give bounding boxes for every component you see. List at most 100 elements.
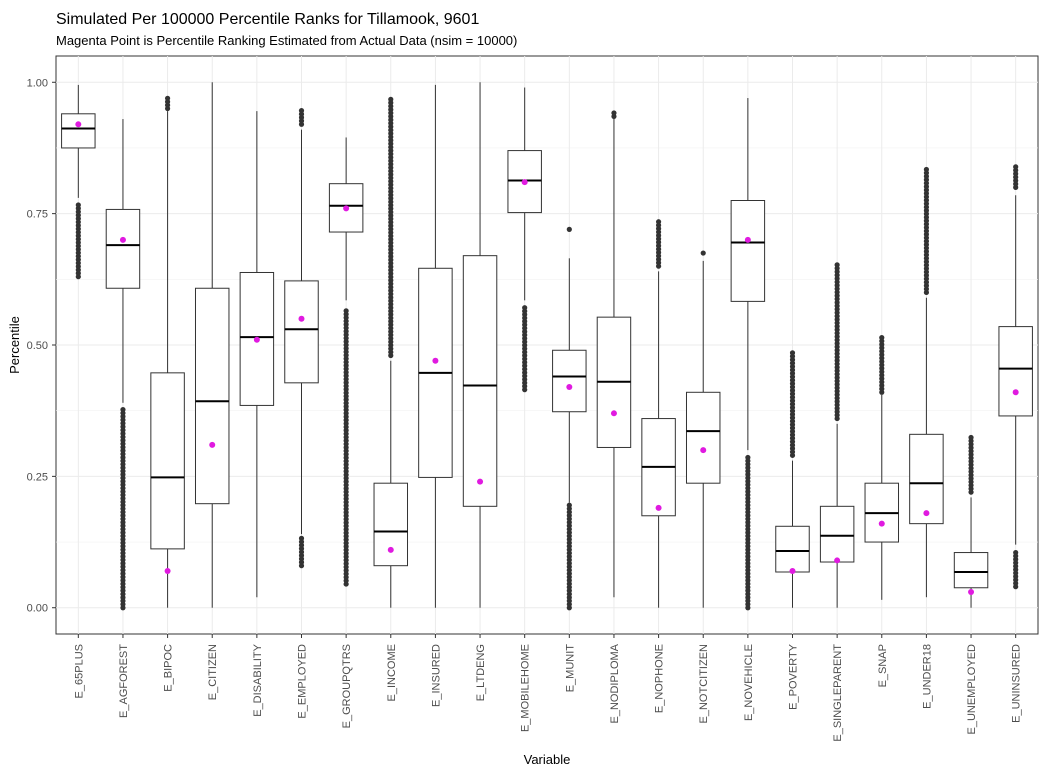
- outlier-point-high: [700, 250, 706, 256]
- box-e_groupqtrs: [328, 137, 364, 587]
- y-tick-label: 1.00: [27, 77, 48, 89]
- actual-point: [968, 588, 975, 595]
- box-body: [730, 200, 766, 302]
- y-tick-label: 0.75: [27, 209, 48, 221]
- axis-layer: 0.00 0.25 0.50 0.75 1.00 E_65PLUS E_AGFOREST E_…: [27, 77, 1023, 741]
- outlier-point-high: [164, 95, 171, 101]
- x-tick-label: E_LTDENG: [475, 644, 487, 701]
- box-e_employed: [284, 108, 319, 569]
- x-tick-label: E_NOVEHICLE: [743, 644, 755, 721]
- outlier-point-high: [655, 219, 662, 225]
- outlier-point-high: [834, 262, 840, 268]
- box-body: [998, 326, 1033, 417]
- actual-point: [253, 336, 260, 343]
- x-tick-label: E_MOBILEHOME: [520, 644, 532, 732]
- outlier-point-low: [120, 407, 126, 413]
- box-body: [685, 391, 721, 484]
- actual-point: [343, 205, 350, 212]
- box-body: [953, 552, 989, 589]
- box-e_notcitizen: [685, 250, 721, 608]
- box-body: [194, 287, 230, 505]
- x-tick-label: E_CITIZEN: [207, 644, 219, 700]
- box-body: [775, 525, 810, 573]
- actual-point: [655, 504, 662, 511]
- box-e_insured: [418, 84, 453, 608]
- outlier-point-high: [611, 110, 617, 116]
- chart-title: Simulated Per 100000 Percentile Ranks fo…: [56, 11, 479, 28]
- actual-point: [298, 315, 305, 322]
- outlier-point-high: [298, 108, 305, 114]
- x-tick-label: E_EMPLOYED: [297, 644, 309, 719]
- box-e_under18: [909, 166, 944, 598]
- outlier-point-high: [1013, 164, 1019, 170]
- x-tick-label: E_UNEMPLOYED: [966, 644, 978, 735]
- x-tick-label: E_POVERTY: [788, 643, 800, 709]
- x-tick-label: E_GROUPQTRS: [341, 644, 353, 728]
- box-body: [284, 280, 319, 384]
- outlier-point-low: [75, 202, 81, 208]
- box-e_agforest: [105, 119, 141, 611]
- x-axis-label: Variable: [524, 752, 571, 767]
- outlier-point-low: [1013, 549, 1019, 556]
- box-e_65plus: [61, 84, 96, 280]
- outlier-point-high: [388, 96, 394, 102]
- box-e_ltdeng: [462, 82, 498, 608]
- outlier-point-high: [968, 434, 974, 441]
- box-body: [819, 505, 855, 563]
- box-e_income: [373, 96, 409, 608]
- box-e_mobilehome: [507, 87, 542, 393]
- actual-point: [75, 121, 82, 128]
- x-tick-label: E_65PLUS: [73, 644, 85, 698]
- box-e_nodiploma: [596, 110, 632, 598]
- actual-point: [700, 447, 707, 454]
- box-e_unemployed: [953, 434, 989, 608]
- box-body: [373, 482, 409, 567]
- box-e_disability: [239, 111, 275, 598]
- x-tick-label: E_INCOME: [386, 644, 398, 701]
- outlier-point-low: [343, 308, 349, 314]
- actual-point: [834, 557, 841, 564]
- outlier-point-low: [566, 502, 572, 508]
- x-tick-label: E_AGFOREST: [118, 644, 130, 718]
- box-e_nophone: [641, 219, 676, 608]
- y-tick-label: 0.25: [27, 471, 48, 483]
- actual-point: [744, 236, 751, 243]
- outlier-point-high: [923, 166, 930, 173]
- actual-point: [521, 179, 528, 186]
- x-tick-label: E_MUNIT: [564, 644, 576, 693]
- x-tick-label: E_NOTCITIZEN: [698, 644, 710, 724]
- outlier-point-high: [566, 226, 572, 232]
- actual-point: [1012, 389, 1019, 396]
- box-e_poverty: [775, 350, 810, 608]
- actual-point: [923, 510, 930, 517]
- outlier-point-low: [298, 535, 305, 541]
- actual-point: [789, 567, 796, 574]
- y-tick-label: 0.00: [27, 603, 48, 615]
- y-tick-label: 0.50: [27, 340, 48, 352]
- box-body: [105, 208, 141, 289]
- x-tick-label: E_DISABILITY: [252, 643, 264, 716]
- box-body: [909, 433, 944, 525]
- x-tick-label: E_SINGLEPARENT: [832, 644, 844, 742]
- box-body: [462, 255, 498, 507]
- box-layer: [61, 82, 1033, 611]
- x-tick-label: E_SNAP: [877, 644, 889, 687]
- actual-point: [432, 357, 439, 364]
- x-tick-label: E_INSURED: [430, 644, 442, 707]
- outlier-point-high: [879, 335, 885, 341]
- outlier-point-low: [745, 454, 751, 461]
- x-tick-label: E_NOPHONE: [654, 644, 666, 713]
- box-e_novehicle: [730, 98, 766, 611]
- outlier-point-low: [522, 305, 528, 311]
- box-e_citizen: [194, 82, 230, 608]
- box-e_uninsured: [998, 164, 1033, 590]
- actual-point: [610, 410, 617, 417]
- actual-point: [164, 567, 171, 574]
- box-body: [552, 349, 587, 413]
- chart-subtitle: Magenta Point is Percentile Ranking Esti…: [56, 33, 517, 48]
- actual-point: [566, 384, 573, 391]
- actual-point: [387, 546, 394, 553]
- actual-point: [119, 236, 126, 243]
